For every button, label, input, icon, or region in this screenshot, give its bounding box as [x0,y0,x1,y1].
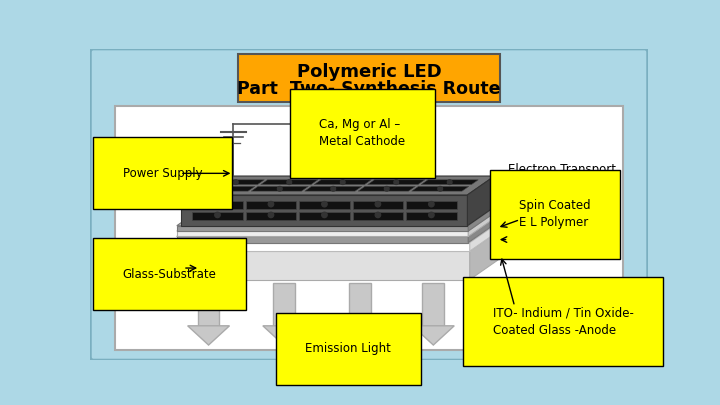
Circle shape [394,180,399,184]
Text: Spin Coated
E L Polymer: Spin Coated E L Polymer [519,199,591,229]
Polygon shape [174,221,500,243]
Polygon shape [207,180,264,185]
Polygon shape [300,212,350,220]
Polygon shape [305,186,362,191]
Text: Part  Two- Synthesis Route: Part Two- Synthesis Route [238,80,500,98]
Polygon shape [339,326,381,345]
Text: Polymeric LED: Polymeric LED [297,63,441,81]
Circle shape [269,201,274,207]
Polygon shape [413,326,454,345]
FancyBboxPatch shape [238,54,500,102]
Polygon shape [177,216,498,237]
FancyBboxPatch shape [114,106,624,350]
Polygon shape [261,180,318,185]
Polygon shape [406,201,456,209]
Polygon shape [406,212,456,220]
Circle shape [322,212,327,217]
Polygon shape [188,326,230,345]
Polygon shape [181,176,495,195]
Polygon shape [368,180,425,185]
Polygon shape [468,206,496,231]
Polygon shape [314,180,372,185]
FancyBboxPatch shape [90,49,648,360]
Text: Emission Light: Emission Light [305,342,392,356]
Text: Hole Transport
Layer (HTL): Hole Transport Layer (HTL) [508,223,595,253]
Polygon shape [349,284,371,326]
Polygon shape [423,284,444,326]
Circle shape [384,186,389,191]
Circle shape [375,212,381,217]
Polygon shape [177,226,468,231]
Polygon shape [467,176,495,226]
Polygon shape [246,212,296,220]
Circle shape [277,186,282,191]
Polygon shape [246,201,296,209]
Text: Glass-Substrate: Glass-Substrate [122,268,217,281]
Circle shape [375,201,381,207]
Polygon shape [177,211,497,231]
Polygon shape [263,326,305,345]
Polygon shape [353,201,403,209]
Polygon shape [192,212,243,220]
Polygon shape [198,284,220,326]
Circle shape [215,201,220,207]
Circle shape [224,186,229,191]
Polygon shape [469,221,500,251]
Polygon shape [251,186,308,191]
Circle shape [287,180,292,184]
Polygon shape [171,251,469,279]
Polygon shape [171,230,500,251]
Polygon shape [469,230,500,279]
Circle shape [331,186,336,191]
Text: ITO- Indium / Tin Oxide-
Coated Glass -Anode: ITO- Indium / Tin Oxide- Coated Glass -A… [493,307,634,337]
Polygon shape [300,201,350,209]
Circle shape [428,212,434,217]
Polygon shape [198,186,255,191]
Polygon shape [192,201,243,209]
Polygon shape [421,180,478,185]
Text: Electron Transport
Layer (ETL): Electron Transport Layer (ETL) [508,163,616,193]
Circle shape [269,212,274,217]
Polygon shape [174,243,469,251]
Polygon shape [177,206,496,226]
Circle shape [233,180,238,184]
Polygon shape [181,195,467,226]
Polygon shape [468,216,498,243]
Polygon shape [177,237,468,243]
Circle shape [438,186,443,191]
Polygon shape [273,284,294,326]
Polygon shape [353,212,403,220]
Text: Ca, Mg or Al –
Metal Cathode: Ca, Mg or Al – Metal Cathode [320,118,405,148]
Polygon shape [468,211,497,237]
Text: Power Supply: Power Supply [122,167,202,180]
Circle shape [447,180,452,184]
Polygon shape [412,186,469,191]
Polygon shape [358,186,415,191]
Circle shape [215,212,220,217]
Polygon shape [177,231,468,237]
Circle shape [341,180,345,184]
Circle shape [322,201,327,207]
Circle shape [428,201,434,207]
